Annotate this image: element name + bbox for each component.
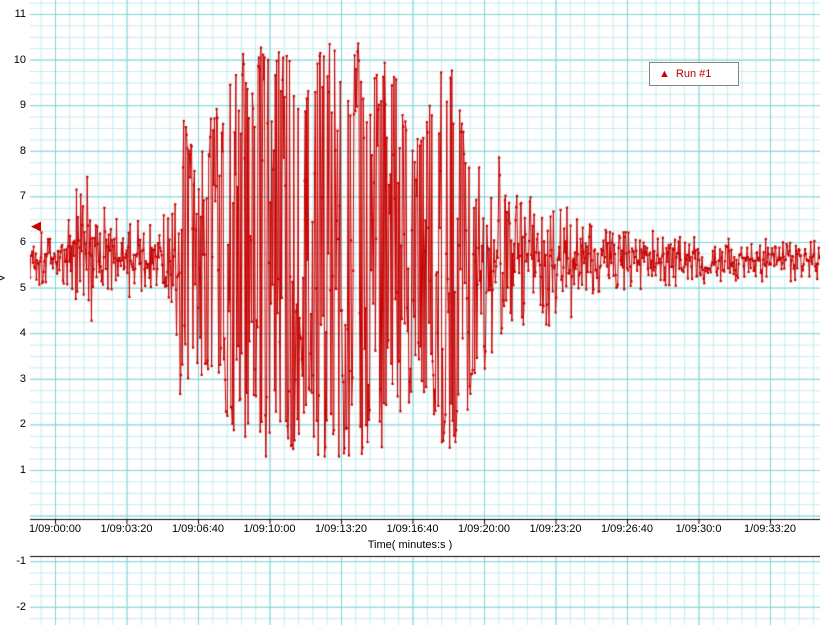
x-tick-label: 1/09:33:20 <box>744 523 796 535</box>
x-tick-label: 1/09:20:00 <box>458 523 510 535</box>
y-tick-label: 3 <box>19 372 26 385</box>
x-tick-label: 1/09:13:20 <box>315 523 367 535</box>
y-tick-label: 4 <box>19 327 26 340</box>
x-tick-label: 1/09:10:00 <box>243 523 296 535</box>
x-tick-label: 1/09:30:0 <box>675 523 722 535</box>
y-tick-label: 6 <box>19 236 26 248</box>
x-tick-label: 1/09:06:40 <box>172 523 224 535</box>
legend-triangle-icon: ▲ <box>659 67 670 80</box>
y-tick-label: 1 <box>19 464 26 476</box>
trigger-marker-icon[interactable]: ◀ <box>31 218 41 234</box>
legend-label: Run #1 <box>675 68 712 80</box>
x-tick-label: 1/09:03:20 <box>100 523 153 535</box>
y-tick-label: 5 <box>19 281 26 294</box>
y-tick-label: 11 <box>14 8 26 20</box>
x-tick-label: 1/09:16:40 <box>386 523 439 535</box>
y-tick-label: -1 <box>16 555 26 568</box>
x-tick-label: 1/09:26:40 <box>601 523 653 535</box>
y-axis-title: V <box>0 274 8 281</box>
y-tick-label: 9 <box>19 99 26 112</box>
x-axis-title: Time( minutes:s ) <box>367 539 453 551</box>
y-tick-label: 7 <box>19 190 26 203</box>
y-tick-label: 8 <box>19 144 26 157</box>
y-tick-label: -2 <box>16 600 26 613</box>
y-tick-label: 2 <box>19 418 26 431</box>
legend[interactable]: ▲ Run #1 <box>649 62 739 86</box>
x-tick-label: 1/09:23:20 <box>529 523 582 535</box>
x-tick-label: 1/09:00:00 <box>29 523 81 535</box>
y-tick-label: 10 <box>13 53 26 66</box>
